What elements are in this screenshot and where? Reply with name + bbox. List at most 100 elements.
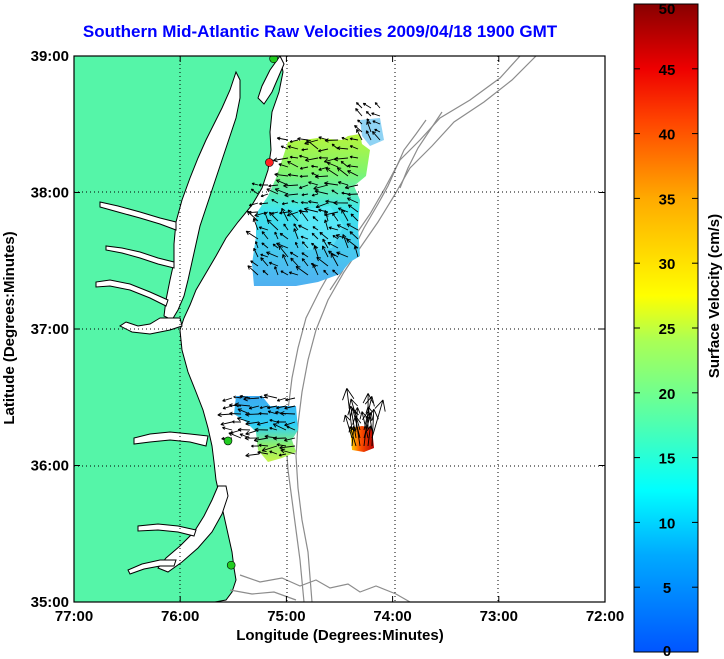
station-marker	[226, 560, 236, 570]
current-arrow	[239, 394, 251, 399]
current-arrow	[266, 188, 279, 195]
current-arrow	[332, 212, 339, 222]
current-arrow	[336, 224, 349, 231]
current-arrow	[259, 405, 269, 410]
x-tick-label: 74:00	[373, 608, 411, 625]
current-arrow	[336, 167, 349, 177]
current-arrow	[294, 241, 299, 249]
current-arrow	[283, 183, 299, 189]
current-arrow	[245, 412, 260, 417]
current-arrow	[248, 202, 259, 207]
x-axis-ticks: 77:00 76:00 75:00 74:00 73:00 72:00	[55, 56, 624, 625]
current-arrow	[355, 107, 363, 117]
x-tick-label: 72:00	[586, 608, 624, 625]
current-arrow	[301, 241, 309, 249]
current-arrow	[346, 197, 359, 204]
current-arrow	[347, 170, 359, 177]
current-arrow	[217, 412, 233, 418]
current-arrow	[303, 207, 319, 213]
current-arrow	[258, 183, 268, 187]
current-arrow	[228, 432, 242, 439]
x-axis-label: Longitude (Degrees:Minutes)	[236, 627, 444, 644]
current-arrow	[245, 421, 260, 426]
current-arrow	[324, 219, 329, 231]
current-arrow	[318, 148, 329, 153]
current-arrow	[341, 136, 349, 141]
current-arrow	[284, 192, 299, 198]
current-arrow	[328, 250, 339, 258]
current-arrow	[357, 119, 363, 125]
current-arrow	[288, 271, 299, 276]
y-tick-label: 35:00	[31, 594, 69, 611]
current-arrow	[301, 148, 309, 152]
current-arrow	[349, 155, 359, 159]
current-arrow	[258, 443, 269, 447]
colorbar-tick-label: 35	[659, 191, 676, 208]
current-arrow	[284, 437, 296, 442]
current-arrow	[285, 397, 296, 402]
current-arrow	[259, 202, 269, 206]
current-arrow	[312, 216, 319, 222]
delaware-bay	[257, 56, 285, 105]
pamlico-river	[137, 523, 197, 537]
station-marker	[269, 56, 278, 64]
current-arrow	[350, 213, 359, 222]
current-arrow	[301, 258, 309, 267]
current-arrow	[278, 245, 289, 258]
current-arrow	[365, 406, 373, 431]
current-arrow	[342, 234, 349, 249]
current-arrow	[250, 444, 260, 448]
current-arrow	[281, 207, 289, 222]
current-arrow	[366, 121, 372, 133]
current-arrow	[344, 184, 359, 190]
current-arrow	[333, 200, 349, 206]
current-arrow	[365, 130, 372, 141]
current-arrow	[371, 112, 381, 117]
current-arrow	[346, 223, 359, 231]
current-arrow	[349, 137, 359, 141]
current-arrow	[258, 226, 269, 231]
current-arrow	[246, 210, 259, 222]
colorbar-tick-label: 30	[659, 256, 676, 273]
current-arrow	[280, 270, 289, 276]
current-arrow	[243, 396, 260, 402]
current-arrow	[276, 136, 289, 141]
current-arrow	[330, 253, 339, 267]
y-axis-label: Latitude (Degrees:Minutes)	[1, 231, 18, 424]
map-grid	[74, 56, 605, 602]
current-arrow	[336, 251, 349, 258]
potomac-river	[99, 201, 177, 231]
current-arrow	[374, 128, 381, 133]
current-arrow	[311, 193, 319, 197]
y-tick-label: 36:00	[31, 458, 69, 475]
current-arrow	[313, 245, 319, 258]
current-arrow	[222, 426, 233, 431]
current-arrow	[347, 192, 359, 197]
current-arrow	[298, 184, 309, 189]
current-arrow	[260, 257, 269, 267]
current-arrow	[306, 139, 319, 150]
station-marker	[265, 158, 274, 167]
current-arrow	[374, 102, 381, 109]
current-arrow	[287, 173, 299, 177]
current-arrow	[355, 102, 363, 109]
current-arrow	[231, 420, 242, 424]
current-arrow	[346, 238, 359, 249]
current-arrow	[326, 161, 339, 168]
current-arrow	[282, 254, 289, 267]
current-arrow	[308, 200, 319, 204]
current-arrow	[253, 247, 259, 258]
current-arrow	[239, 433, 251, 439]
current-arrow	[301, 193, 309, 197]
current-arrow	[362, 393, 374, 431]
current-arrow	[323, 269, 329, 276]
current-arrow	[284, 405, 296, 410]
current-arrow	[273, 436, 287, 441]
current-arrow	[274, 231, 279, 240]
current-arrow	[297, 137, 309, 141]
current-arrow	[316, 256, 329, 267]
current-arrow	[314, 189, 329, 195]
current-arrow	[257, 450, 269, 455]
current-arrow	[299, 166, 309, 170]
